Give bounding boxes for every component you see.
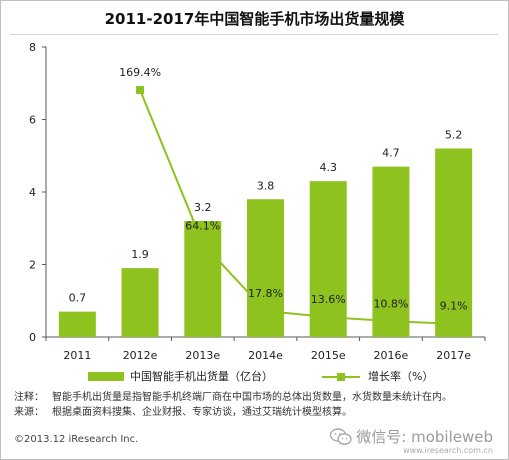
legend-item-growth: 增长率（%） [322, 368, 433, 384]
bar-value-label: 5.2 [445, 129, 463, 142]
bar [435, 148, 473, 337]
growth-point [261, 307, 270, 316]
wechat-icon [330, 427, 352, 445]
growth-line-path [139, 89, 454, 325]
legend-bar-swatch [88, 371, 124, 381]
bar [58, 311, 96, 337]
y-tick-label: 8 [29, 41, 36, 54]
note-text: 智能手机出货量是指智能手机终端厂商在中国市场的总体出货数量，水货数量未统计在内。 [52, 392, 452, 403]
source-label: 来源： [14, 407, 44, 418]
x-tick-label: 2013e [185, 349, 220, 362]
growth-value-label: 9.1% [440, 300, 468, 313]
bars [58, 148, 473, 337]
y-tick-label: 6 [29, 114, 36, 127]
bar [309, 181, 347, 337]
growth-point [386, 317, 395, 326]
source-text: 根据桌面资料搜集、企业财报、专家访谈，通过艾瑞统计模型核算。 [52, 407, 352, 418]
x-tick-label: 2011 [63, 349, 91, 362]
x-tick-label: 2017e [436, 349, 471, 362]
x-tick-label: 2016e [374, 349, 409, 362]
growth-value-label: 10.8% [373, 297, 408, 310]
bar-value-label: 3.2 [194, 201, 212, 214]
bar-value-label: 3.8 [257, 179, 275, 192]
data-labels: 0.7 1.9 3.2 3.8 4.3 4.7 5.2 169.4% 64.1% 17.8% 13.… [69, 66, 468, 313]
note-row: 注释： 智能手机出货量是指智能手机终端厂商在中国市场的总体出货数量，水货数量未统… [14, 390, 504, 405]
bar [121, 268, 159, 337]
chart-title: 2011-2017年中国智能手机市场出货量规模 [104, 10, 405, 28]
notes: 注释： 智能手机出货量是指智能手机终端厂商在中国市场的总体出货数量，水货数量未统… [14, 390, 504, 420]
growth-point [198, 239, 207, 248]
source-row: 来源： 根据桌面资料搜集、企业财报、专家访谈，通过艾瑞统计模型核算。 [14, 405, 504, 420]
y-tick-label: 0 [29, 331, 36, 344]
growth-value-label: 17.8% [248, 287, 283, 300]
legend-label-growth: 增长率（%） [368, 370, 434, 383]
watermark-url: www.iresearch.com.cn [403, 446, 493, 455]
title-divider [10, 34, 498, 35]
growth-line [136, 86, 458, 328]
y-tick-label: 4 [29, 186, 36, 199]
growth-value-label: 169.4% [119, 66, 161, 79]
bar [184, 221, 222, 337]
growth-point [324, 313, 333, 322]
bar-value-label: 4.7 [382, 147, 400, 160]
bar [247, 199, 284, 337]
note-label: 注释： [14, 392, 44, 403]
x-tick-label: 2014e [248, 349, 283, 362]
bar-value-label: 0.7 [69, 292, 87, 305]
x-tick-label: 2015e [311, 349, 346, 362]
bar [372, 166, 410, 337]
y-tick-label: 2 [29, 259, 36, 272]
bar-value-label: 4.3 [319, 161, 337, 174]
growth-value-label: 13.6% [311, 293, 346, 306]
legend-item-shipments: 中国智能手机出货量（亿台） [88, 368, 273, 384]
bar-value-label: 1.9 [131, 248, 149, 261]
legend-line-swatch [322, 372, 360, 381]
legend-label-shipments: 中国智能手机出货量（亿台） [130, 370, 273, 383]
axes: 0 2 4 6 8 2011 2012e 2013e 2014e 2015e 2016e 2017e [29, 41, 486, 362]
watermark-text: 微信号: mobileweb [356, 428, 493, 446]
x-tick-label: 2012e [123, 349, 158, 362]
watermark: 微信号: mobileweb [330, 426, 493, 447]
growth-point [449, 319, 458, 328]
growth-point [136, 86, 145, 95]
growth-value-label: 64.1% [185, 220, 220, 233]
legend: 中国智能手机出货量（亿台） 增长率（%） [0, 366, 509, 386]
copyright: ©2013.12 iResearch Inc. [14, 434, 139, 445]
